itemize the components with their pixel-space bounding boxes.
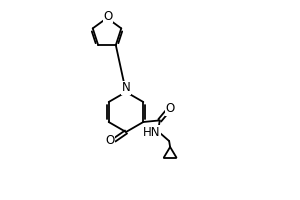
Text: O: O	[105, 134, 115, 148]
Text: HN: HN	[143, 126, 161, 139]
Text: O: O	[166, 102, 175, 115]
Text: O: O	[103, 10, 113, 23]
Text: N: N	[122, 81, 130, 94]
